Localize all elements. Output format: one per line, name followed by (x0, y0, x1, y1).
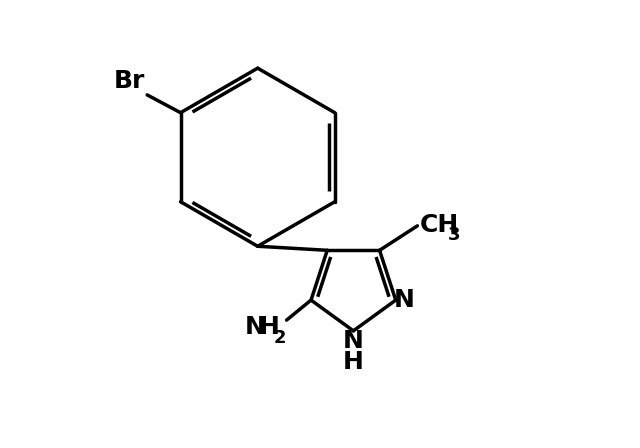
Text: N: N (343, 329, 364, 353)
Text: H: H (259, 315, 280, 339)
Text: 3: 3 (448, 226, 461, 244)
Text: H: H (343, 349, 364, 374)
Text: 2: 2 (273, 329, 285, 347)
Text: N: N (244, 315, 266, 339)
Text: CH: CH (420, 213, 459, 237)
Text: Br: Br (113, 69, 145, 93)
Text: N: N (394, 288, 414, 312)
